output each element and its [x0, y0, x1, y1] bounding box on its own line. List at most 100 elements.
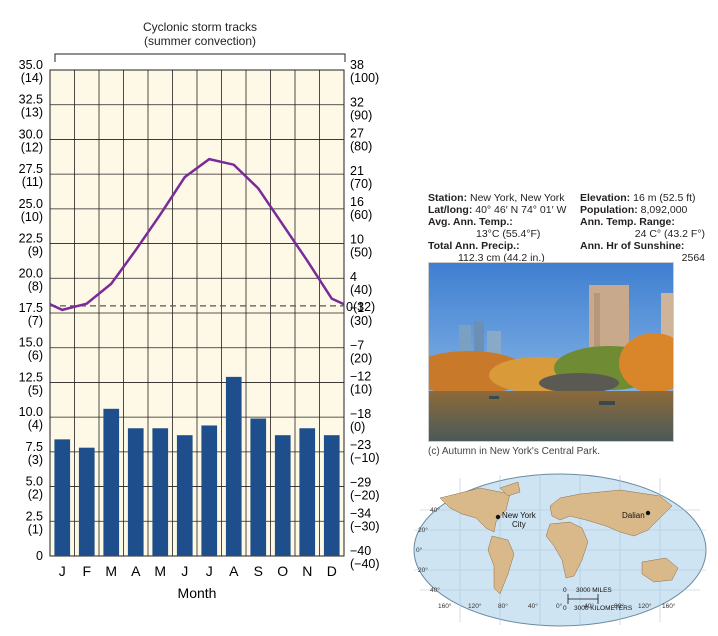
left-tick-label-alt: (6) [28, 349, 43, 363]
left-tick-label-alt: (1) [28, 522, 43, 536]
right-tick-label-alt: (30) [350, 314, 372, 328]
right-tick-label: −29 [350, 475, 371, 489]
scale-km: 3000 KILOMETERS [574, 605, 633, 612]
range-value: 24 C° (43.2 F°) [634, 228, 705, 240]
station-label: Station: [428, 192, 468, 204]
station-info-right: Elevation: 16 m (52.5 ft) Population: 8,… [580, 192, 705, 264]
lat-label: 0° [416, 546, 423, 554]
right-tick-label-alt: (40) [350, 283, 372, 297]
left-tick-label-alt: (3) [28, 453, 43, 467]
city-label-new-york: New York [502, 511, 537, 520]
x-axis-title: Month [178, 585, 217, 601]
left-tick-label: 12.5 [19, 370, 43, 384]
temperature-line [49, 157, 345, 312]
sun-value: 2564 [681, 252, 705, 264]
right-tick-label: −40 [350, 544, 371, 558]
precip-bar [250, 418, 267, 556]
left-tick-label: 30.0 [19, 127, 43, 141]
month-tick-label: J [59, 563, 66, 579]
right-tick-label-alt: (−40) [350, 557, 380, 571]
month-tick-label: F [82, 563, 91, 579]
latlong-label: Lat/long: [428, 204, 473, 216]
city-label-city: City [512, 520, 526, 529]
precip-label: Total Ann. Precip.: [428, 240, 520, 252]
lon-label: 160° [438, 602, 452, 610]
city-label-dalian: Dalian [622, 511, 645, 520]
station-value: New York, New York [470, 192, 565, 204]
month-tick-label: A [229, 563, 239, 579]
right-tick-label: −12 [350, 370, 371, 384]
left-tick-label-alt: (4) [28, 418, 43, 432]
left-tick-label: 27.5 [19, 162, 43, 176]
right-tick-label-alt: (−20) [350, 488, 380, 502]
photo-caption: (c) Autumn in New York's Central Park. [428, 446, 600, 457]
precip-value: 112.3 cm (44.2 in.) [458, 252, 545, 264]
month-tick-label: S [254, 563, 263, 579]
month-tick-label: A [131, 563, 141, 579]
lon-label: 40° [584, 602, 594, 610]
temp-value: 13°C (55.4°F) [476, 228, 541, 240]
month-tick-label: J [181, 563, 188, 579]
left-tick-label-alt: (8) [28, 279, 43, 293]
right-tick-label: −23 [350, 438, 371, 452]
left-axis: 35.0(14) 32.5(13) 30.0(12) 27.5(11) 25.0(10)… [19, 58, 43, 563]
left-tick-label-alt: (14) [21, 71, 43, 85]
elev-value: 16 m (52.5 ft) [633, 192, 696, 204]
left-tick-label: 10.0 [19, 405, 43, 419]
lon-label: 120° [638, 602, 652, 610]
right-tick-label-alt: (20) [350, 351, 372, 365]
precip-bars [54, 376, 340, 556]
right-tick-label: 4 [350, 270, 357, 284]
right-tick-label-alt: (60) [350, 208, 372, 222]
precip-bar [299, 428, 316, 556]
right-tick-label-alt: (80) [350, 140, 372, 154]
left-tick-label-alt: (11) [22, 175, 43, 189]
right-tick-label: −34 [350, 507, 371, 521]
gridlines [50, 70, 344, 556]
elev-label: Elevation: [580, 192, 631, 204]
lat-label: 20° [418, 526, 428, 534]
month-tick-label: D [327, 563, 337, 579]
precip-bar [103, 408, 120, 556]
precip-bar [201, 425, 218, 556]
pop-value: 8,092,000 [640, 204, 688, 216]
right-tick-label: −18 [350, 407, 371, 421]
left-tick-label-alt: (12) [21, 140, 43, 154]
month-tick-label: O [277, 563, 288, 579]
right-tick-label: −1 [350, 301, 364, 315]
left-tick-label: 17.5 [19, 301, 43, 315]
scale-zero-top: 0 [563, 587, 567, 594]
scale-bar [567, 594, 599, 604]
month-tick-label: M [105, 563, 117, 579]
precip-bar [78, 447, 95, 556]
right-tick-label-alt: (100) [350, 71, 379, 85]
right-tick-label: 21 [350, 164, 364, 178]
lon-label: 0° [556, 602, 563, 610]
climograph: Cyclonic storm tracks (summer convection… [19, 20, 380, 601]
latlong-value: 40° 46′ N 74° 01′ W [475, 204, 567, 216]
right-tick-label: −7 [350, 338, 364, 352]
left-tick-label-alt: (2) [28, 488, 43, 502]
right-tick-label: 10 [350, 232, 364, 246]
scale-miles: 3000 MILES [576, 587, 612, 594]
left-tick-label: 35.0 [19, 58, 43, 72]
annotation-bracket [54, 53, 346, 62]
temp-label: Avg. Ann. Temp.: [428, 216, 513, 228]
left-tick-label: 5.0 [26, 475, 43, 489]
right-tick-label: 32 [350, 95, 364, 109]
scale-zero-bottom: 0 [563, 605, 567, 612]
lon-label: 80° [498, 602, 508, 610]
right-tick-label: 38 [350, 58, 364, 72]
central-park-photo [428, 262, 674, 442]
lon-label: 80° [614, 602, 624, 610]
left-tick-label: 20.0 [19, 266, 43, 280]
lat-label: 40° [430, 586, 440, 594]
precip-bar [54, 439, 71, 556]
left-tick-label: 15.0 [19, 336, 43, 350]
right-tick-label-alt: (10) [350, 383, 372, 397]
right-tick-label: 0(32) [346, 300, 375, 314]
new-york-marker [495, 514, 501, 520]
left-tick-label-alt: (10) [21, 210, 43, 224]
precip-bar [323, 435, 340, 556]
